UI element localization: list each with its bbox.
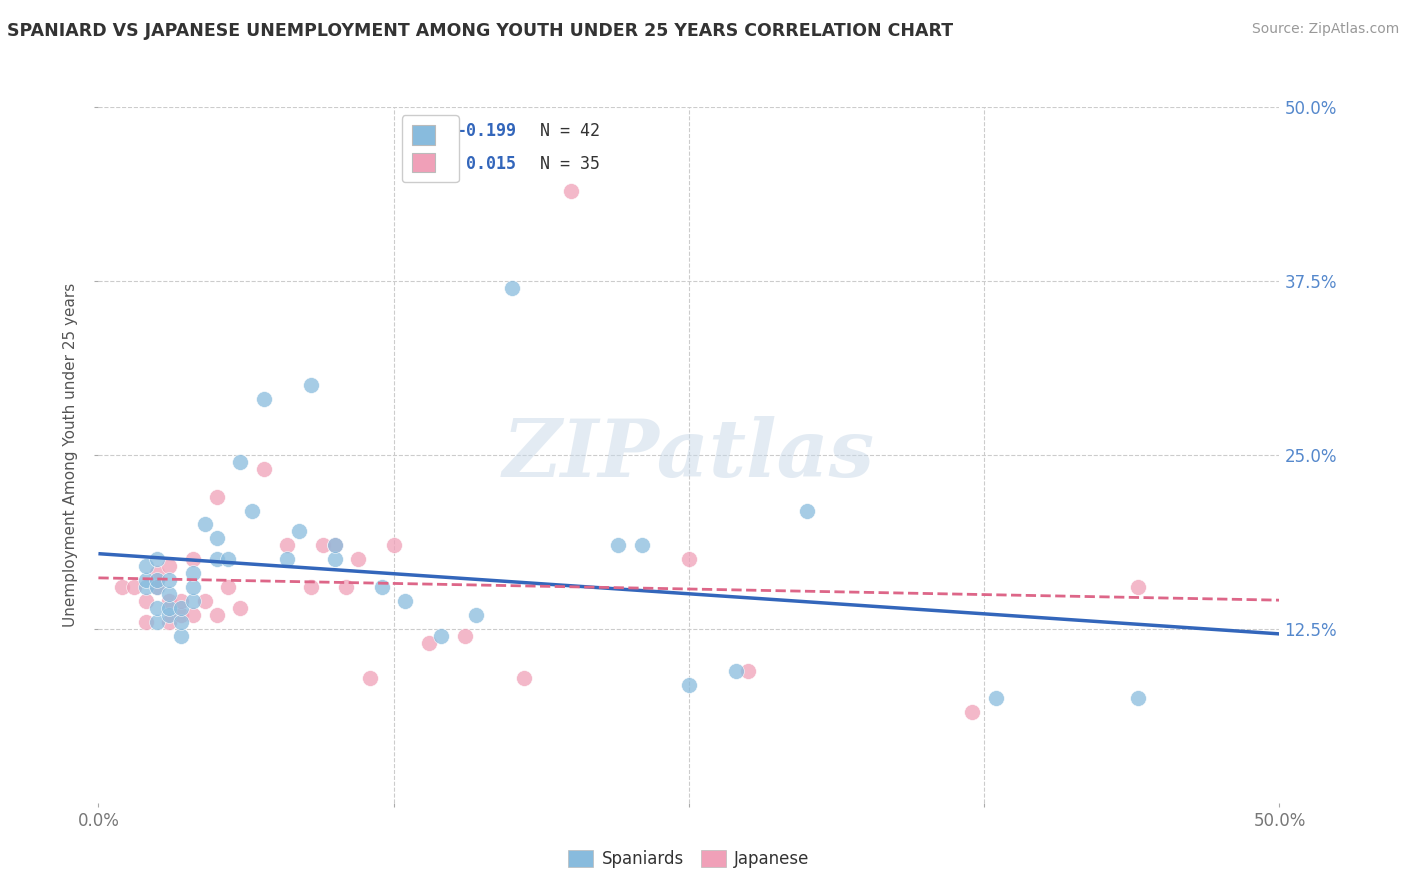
Point (737, 664, 759, 678)
Point (194, 517, 217, 532)
Point (501, 281, 523, 295)
Text: N = 35: N = 35 (520, 155, 600, 173)
Point (725, 664, 748, 678)
Point (371, 580, 394, 594)
Point (135, 559, 157, 574)
Point (170, 607, 193, 622)
Point (253, 462, 276, 476)
Text: Source: ZipAtlas.com: Source: ZipAtlas.com (1251, 22, 1399, 37)
Point (135, 573, 157, 587)
Point (465, 607, 488, 622)
Point (146, 566, 169, 581)
Point (560, 184, 582, 198)
Point (205, 552, 228, 566)
Point (135, 615, 157, 629)
Point (430, 629, 453, 643)
Point (607, 538, 630, 552)
Point (146, 552, 169, 566)
Text: ZIPatlas: ZIPatlas (503, 417, 875, 493)
Point (111, 580, 134, 594)
Point (181, 566, 204, 581)
Point (181, 594, 204, 608)
Point (240, 503, 263, 517)
Point (288, 524, 311, 539)
Legend: Spaniards, Japanese: Spaniards, Japanese (562, 843, 815, 874)
Point (276, 552, 298, 566)
Point (312, 538, 335, 552)
Point (170, 629, 193, 643)
Point (394, 594, 416, 608)
Text: R =: R = (418, 155, 457, 173)
Point (135, 580, 157, 594)
Point (205, 607, 228, 622)
Point (157, 559, 180, 574)
Point (181, 580, 204, 594)
Point (347, 552, 370, 566)
Point (229, 601, 252, 615)
Point (157, 607, 180, 622)
Text: N = 42: N = 42 (520, 122, 600, 140)
Point (418, 636, 440, 650)
Point (382, 538, 405, 552)
Point (962, 706, 984, 720)
Point (146, 615, 169, 629)
Point (205, 532, 228, 546)
Point (146, 580, 169, 594)
Text: SPANIARD VS JAPANESE UNEMPLOYMENT AMONG YOUTH UNDER 25 YEARS CORRELATION CHART: SPANIARD VS JAPANESE UNEMPLOYMENT AMONG … (7, 22, 953, 40)
Text: 0.015: 0.015 (457, 155, 516, 173)
Point (299, 378, 322, 392)
Text: -0.199: -0.199 (457, 122, 516, 140)
Point (157, 615, 180, 629)
Point (146, 601, 169, 615)
Point (796, 503, 818, 517)
Point (146, 573, 169, 587)
Point (253, 392, 276, 407)
Point (276, 538, 298, 552)
Y-axis label: Unemployment Among Youth under 25 years: Unemployment Among Youth under 25 years (63, 283, 79, 627)
Point (205, 490, 228, 504)
Point (146, 580, 169, 594)
Point (359, 671, 381, 685)
Point (170, 601, 193, 615)
Point (217, 552, 239, 566)
Point (678, 677, 700, 691)
Point (122, 580, 145, 594)
Point (335, 580, 357, 594)
Point (323, 538, 346, 552)
Point (630, 538, 652, 552)
Point (1126, 691, 1149, 706)
Point (453, 629, 475, 643)
Point (157, 601, 180, 615)
Point (1126, 580, 1149, 594)
Point (984, 691, 1007, 706)
Point (157, 573, 180, 587)
Point (170, 594, 193, 608)
Point (157, 587, 180, 601)
Point (323, 552, 346, 566)
Point (323, 538, 346, 552)
Point (181, 607, 204, 622)
Point (229, 455, 252, 469)
Point (678, 552, 700, 566)
Point (157, 594, 180, 608)
Point (217, 580, 239, 594)
Text: R =: R = (418, 122, 457, 140)
Point (181, 552, 204, 566)
Point (299, 580, 322, 594)
Point (194, 594, 217, 608)
Point (170, 615, 193, 629)
Point (135, 594, 157, 608)
Point (512, 671, 534, 685)
